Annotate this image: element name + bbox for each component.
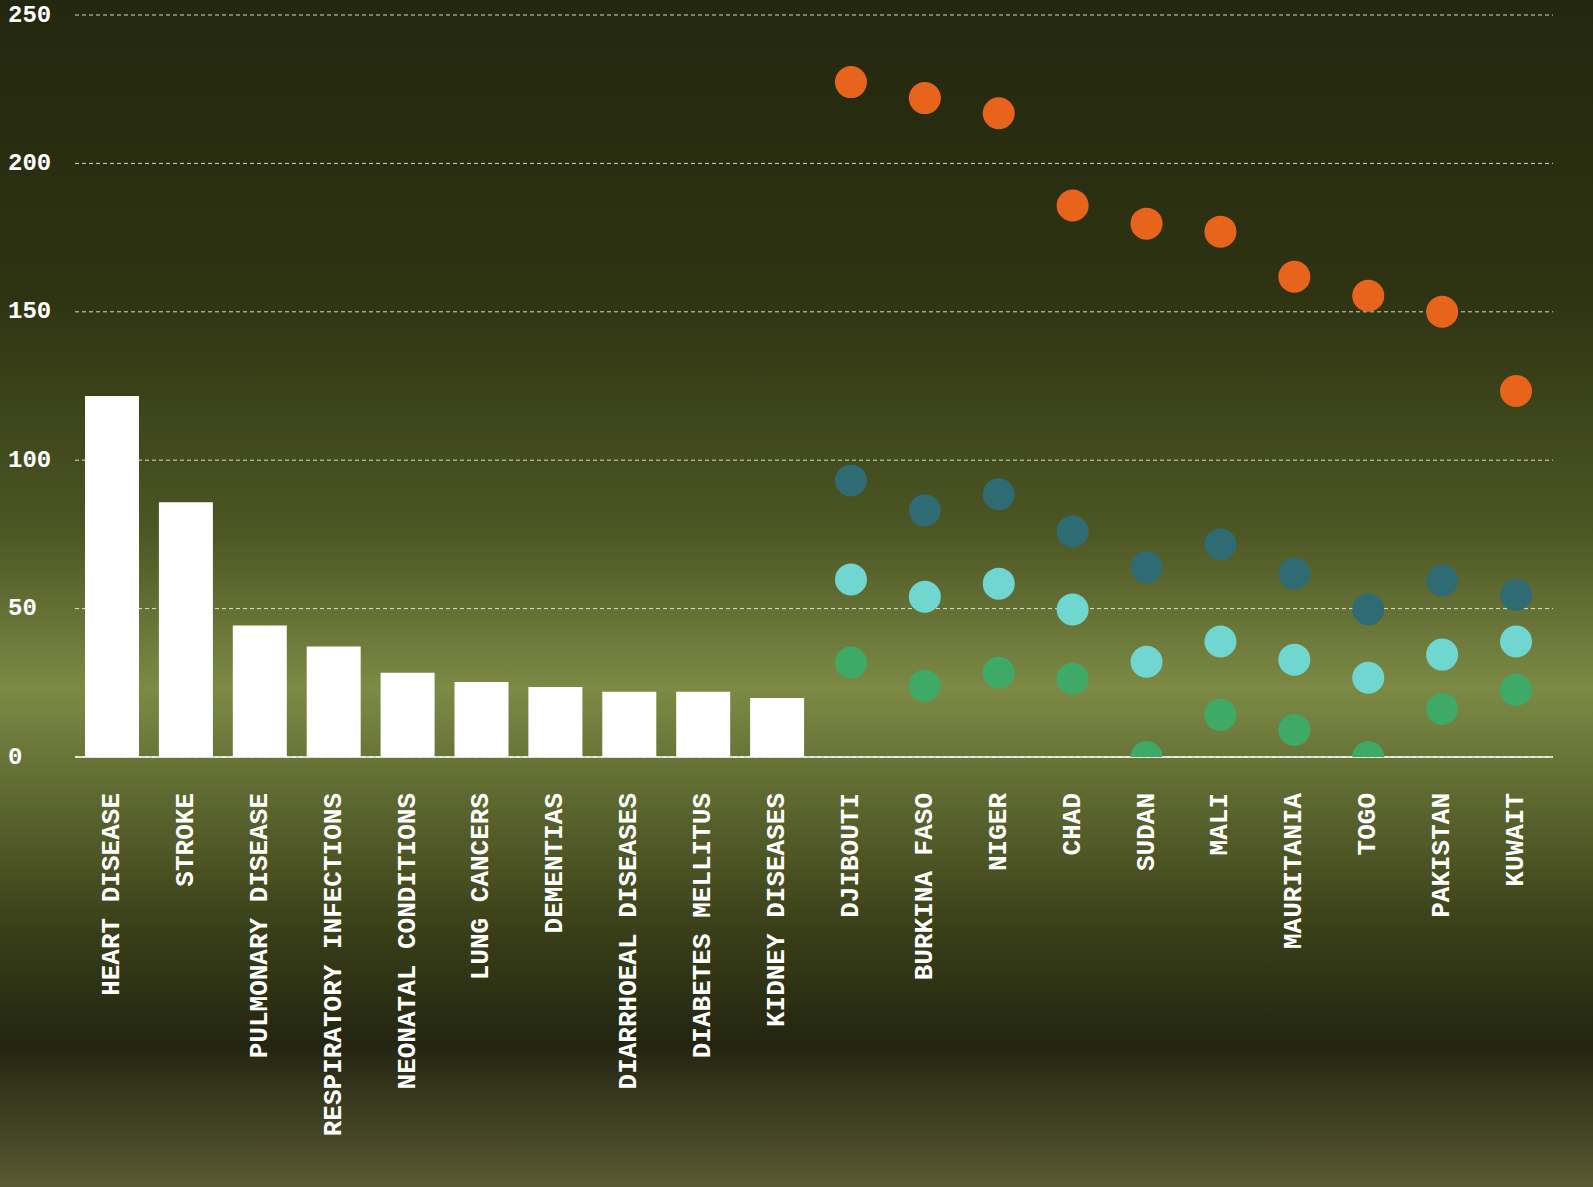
svg-text:PAKISTAN: PAKISTAN — [1427, 793, 1457, 918]
svg-text:DEMENTIAS: DEMENTIAS — [540, 793, 570, 933]
svg-text:SUDAN: SUDAN — [1132, 793, 1162, 871]
svg-text:BURKINA FASO: BURKINA FASO — [910, 793, 940, 980]
svg-text:TOGO: TOGO — [1353, 793, 1383, 855]
svg-text:PULMONARY DISEASE: PULMONARY DISEASE — [245, 793, 275, 1058]
svg-text:LUNG CANCERS: LUNG CANCERS — [466, 793, 496, 980]
svg-text:HEART DISEASE: HEART DISEASE — [97, 793, 127, 996]
svg-text:250: 250 — [8, 2, 51, 29]
svg-text:150: 150 — [8, 298, 51, 325]
svg-text:MAURITANIA: MAURITANIA — [1279, 793, 1309, 949]
svg-text:100: 100 — [8, 447, 51, 474]
svg-text:KIDNEY DISEASES: KIDNEY DISEASES — [762, 793, 792, 1027]
svg-text:DJIBOUTI: DJIBOUTI — [836, 793, 866, 918]
svg-text:DIARRHOEAL DISEASES: DIARRHOEAL DISEASES — [614, 793, 644, 1089]
svg-text:NIGER: NIGER — [984, 793, 1014, 871]
svg-text:200: 200 — [8, 150, 51, 177]
svg-text:STROKE: STROKE — [171, 793, 201, 887]
svg-text:RESPIRATORY INFECTIONS: RESPIRATORY INFECTIONS — [319, 793, 349, 1136]
svg-text:DIABETES MELLITUS: DIABETES MELLITUS — [688, 793, 718, 1058]
svg-text:CHAD: CHAD — [1058, 793, 1088, 855]
svg-text:0: 0 — [8, 744, 22, 771]
svg-text:NEONATAL CONDITIONS: NEONATAL CONDITIONS — [393, 793, 423, 1089]
svg-text:50: 50 — [8, 595, 37, 622]
svg-text:KUWAIT: KUWAIT — [1501, 793, 1531, 887]
svg-text:MALI: MALI — [1205, 793, 1235, 855]
